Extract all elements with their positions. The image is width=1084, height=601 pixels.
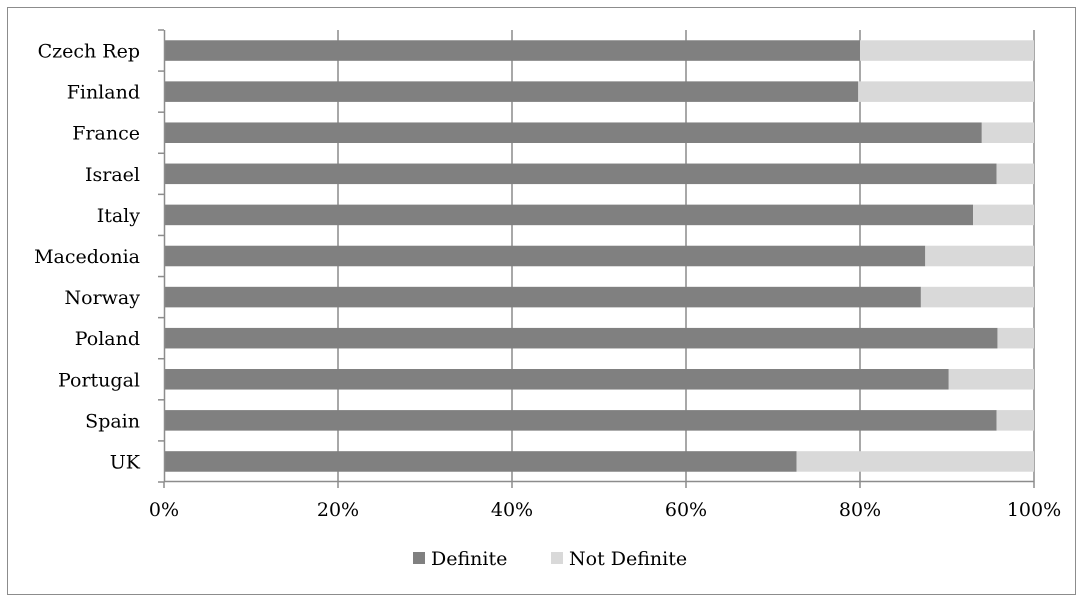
bar-definite	[164, 245, 926, 267]
y-tick-label: Finland	[67, 82, 140, 104]
bar-definite	[164, 122, 982, 143]
y-tick-label: Portugal	[58, 369, 140, 391]
bar-not-definite	[925, 245, 1034, 267]
legend-swatch	[551, 552, 563, 564]
bar-definite	[164, 40, 860, 61]
bar-definite	[164, 204, 974, 226]
bars	[164, 40, 1034, 472]
y-tick-label: Macedonia	[34, 246, 140, 268]
y-tick-labels: Czech Rep Finland France Israel Italy Macedon…	[34, 41, 141, 474]
axes	[163, 30, 1034, 483]
bar-not-definite	[996, 410, 1034, 431]
bar-not-definite	[796, 451, 1034, 472]
bar-not-definite	[996, 163, 1034, 185]
bar-not-definite	[948, 369, 1034, 390]
y-tick-label: UK	[110, 451, 141, 473]
x-tick-label: 100%	[1007, 499, 1061, 521]
y-tick-marks	[158, 29, 164, 483]
y-tick-label: Czech Rep	[38, 41, 140, 63]
y-tick-label: Poland	[75, 328, 140, 350]
bar-definite	[164, 369, 949, 390]
bar-not-definite	[997, 327, 1034, 349]
legend-label: Definite	[431, 548, 507, 570]
bar-not-definite	[860, 40, 1034, 61]
x-tick-labels: 0% 20% 40% 60% 80% 100%	[149, 482, 1061, 521]
y-tick-label: Norway	[65, 287, 141, 309]
bar-not-definite	[973, 204, 1034, 226]
y-tick-label: Israel	[85, 164, 140, 186]
x-tick-label: 60%	[665, 499, 707, 521]
bar-definite	[164, 286, 921, 308]
bar-definite	[164, 81, 859, 102]
legend-swatch	[413, 552, 425, 564]
bar-not-definite	[858, 81, 1034, 102]
bar-definite	[164, 327, 998, 349]
x-tick-label: 20%	[317, 499, 359, 521]
legend: Definite Not Definite	[413, 548, 687, 570]
y-tick-label: France	[72, 123, 140, 145]
bar-definite	[164, 163, 997, 185]
x-tick-label: 80%	[839, 499, 881, 521]
y-tick-label: Spain	[85, 410, 140, 432]
x-tick-label: 40%	[491, 499, 533, 521]
bar-definite	[164, 410, 997, 431]
x-tick-label: 0%	[149, 499, 179, 521]
bar-not-definite	[981, 122, 1034, 143]
legend-label: Not Definite	[569, 548, 687, 570]
bar-definite	[164, 451, 797, 472]
y-tick-label: Italy	[97, 205, 141, 227]
bar-not-definite	[920, 286, 1034, 308]
